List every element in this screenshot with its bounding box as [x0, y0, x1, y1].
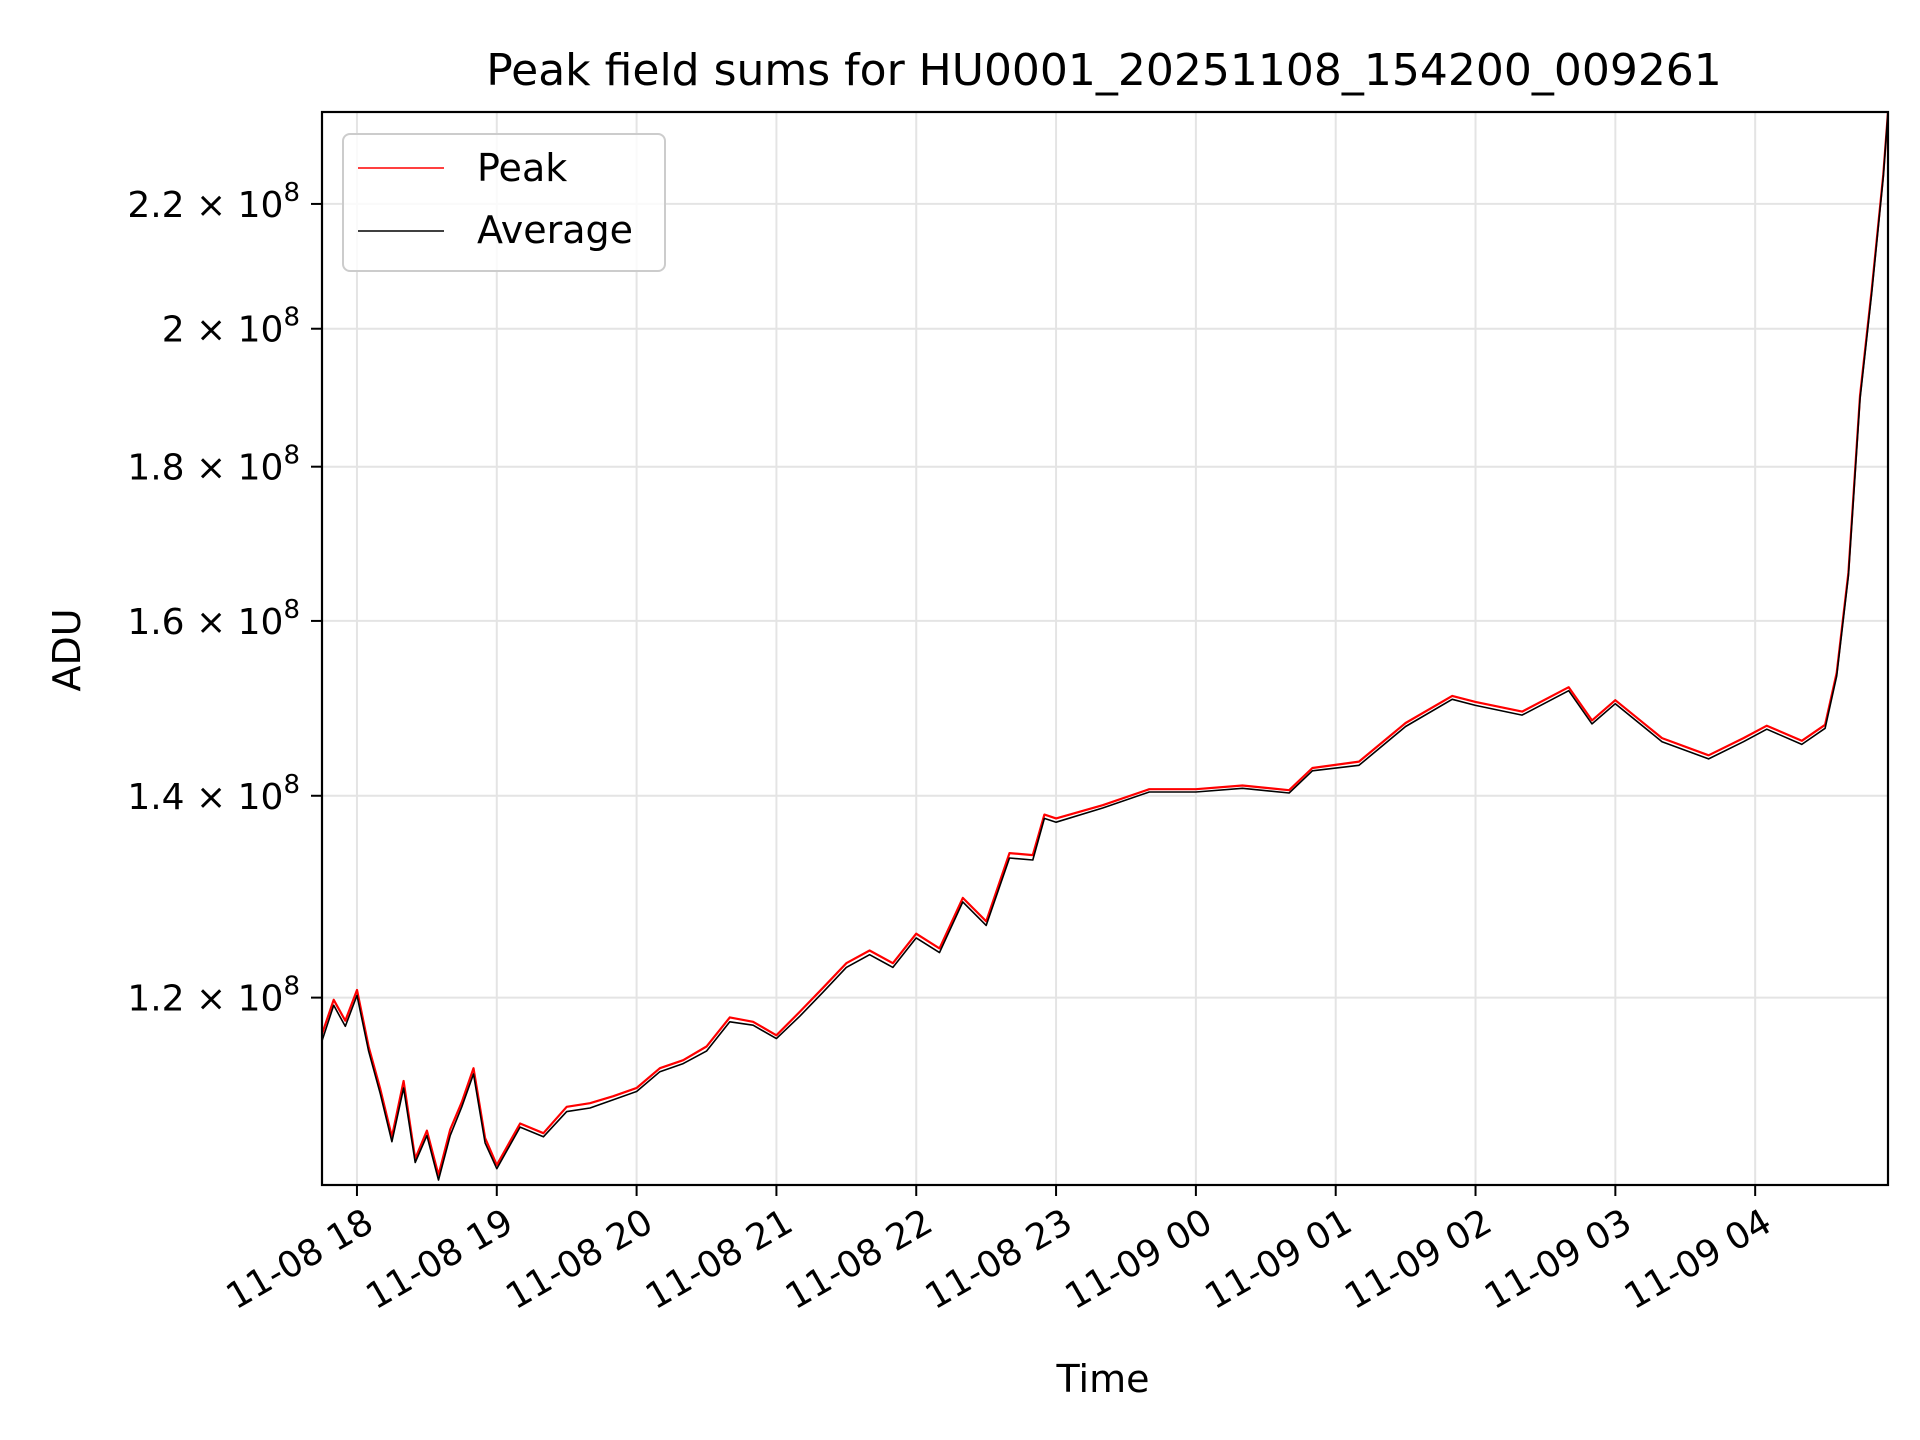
y-axis-label: ADU	[45, 608, 89, 691]
y-tick-label: 1.8 × 108	[127, 441, 300, 489]
y-axis: 1.2 × 108 1.4 × 108 1.6 × 108 1.8 × 108 2 × …	[127, 178, 322, 1020]
series-line-peak	[322, 112, 1888, 1177]
y-tick-label: 2 × 108	[162, 303, 300, 351]
y-tick-label: 1.2 × 108	[127, 972, 300, 1020]
grid	[322, 112, 1888, 1185]
y-tick-label: 1.6 × 108	[127, 595, 300, 643]
x-axis-label: Time	[1056, 1357, 1150, 1401]
y-tick-label: 1.4 × 108	[127, 770, 300, 818]
plot-frame	[320, 110, 1890, 1187]
legend: Peak Average	[342, 133, 666, 272]
y-tick-label: 2.2 × 108	[127, 178, 300, 226]
series-line-average	[322, 112, 1888, 1181]
legend-label-peak: Peak	[477, 146, 567, 190]
legend-label-average: Average	[477, 208, 633, 252]
series-layer	[322, 112, 1888, 1181]
chart-title: Peak field sums for HU0001_20251108_1542…	[486, 45, 1722, 96]
